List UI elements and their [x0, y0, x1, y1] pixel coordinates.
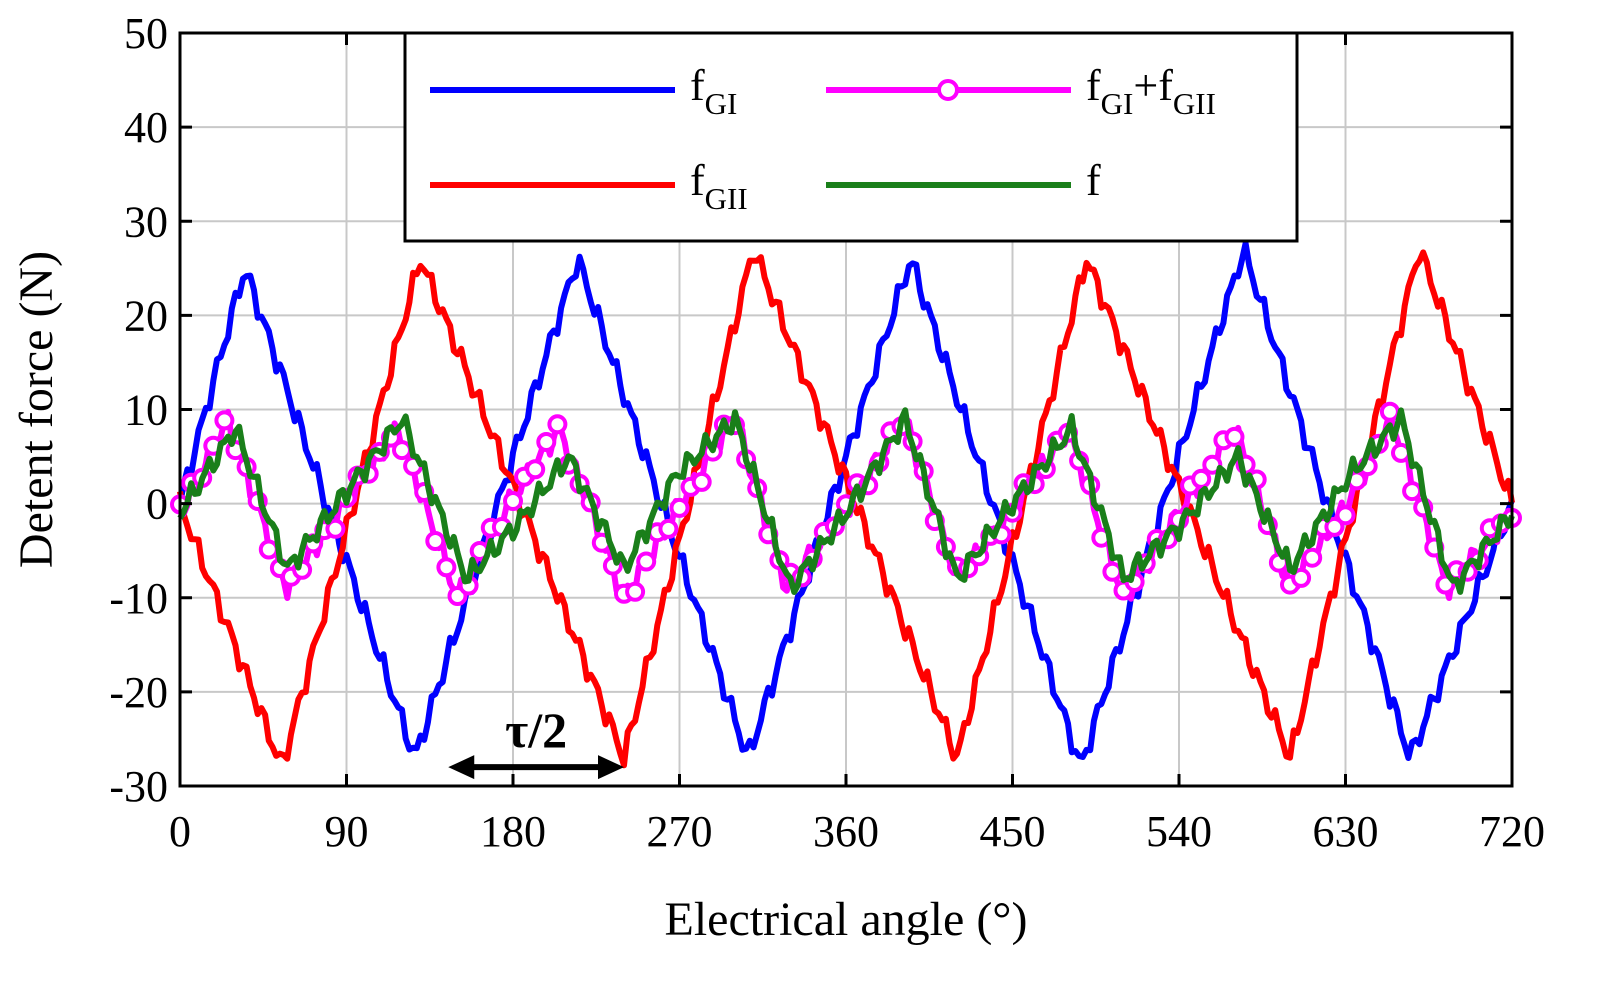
x-tick-label: 180 — [480, 807, 546, 856]
series-line — [177, 249, 1515, 769]
series-line — [177, 407, 1515, 595]
y-tick-label: 10 — [124, 386, 168, 435]
series-marker — [325, 518, 346, 539]
series-marker — [503, 491, 523, 511]
series-line — [177, 240, 1515, 761]
x-tick-label: 630 — [1313, 807, 1379, 856]
x-tick-label: 0 — [169, 807, 191, 856]
series-f — [177, 407, 1515, 595]
series-marker — [214, 410, 235, 431]
series-marker — [1302, 547, 1323, 568]
annotations: τ/2 — [448, 702, 624, 780]
y-axis-label: Detent force (N) — [10, 251, 63, 568]
legend-item-f: f — [826, 156, 1101, 205]
y-tick-label: 0 — [146, 480, 168, 529]
legend-item-fGI: fGI — [430, 61, 737, 121]
series-marker — [1379, 401, 1400, 422]
legend-label: fGI+fGII — [1086, 61, 1216, 121]
series-marker — [425, 531, 446, 551]
legend-label: f — [1086, 156, 1101, 205]
series-fGII — [177, 249, 1515, 769]
series-marker — [669, 497, 690, 518]
series-marker — [1402, 481, 1423, 502]
series-marker — [1291, 567, 1312, 588]
series-marker — [436, 557, 457, 578]
series-marker — [1191, 468, 1212, 489]
legend-label: fGII — [690, 156, 748, 216]
annotation-arrow-head-right — [598, 755, 624, 780]
axis-tick-labels: 0 90 180 270 360 450 540 630 720 -30 -20 -10 0 10 20 30… — [109, 9, 1545, 856]
x-tick-label: 270 — [647, 807, 713, 856]
series-marker — [392, 440, 412, 461]
legend-box — [403, 31, 1299, 243]
series-marker — [625, 581, 646, 602]
series-marker — [658, 518, 679, 539]
x-tick-label: 90 — [325, 807, 369, 856]
series-marker — [691, 471, 712, 492]
annotation-label: τ/2 — [505, 702, 567, 758]
legend-label: fGI — [690, 61, 737, 121]
series-marker — [636, 551, 657, 572]
series-marker — [547, 414, 568, 435]
legend-item-fGII: fGII — [430, 156, 748, 216]
y-tick-label: 30 — [124, 197, 168, 246]
x-tick-label: 450 — [980, 807, 1046, 856]
series-marker — [1335, 505, 1356, 526]
y-tick-label: 50 — [124, 9, 168, 58]
x-tick-label: 540 — [1146, 807, 1212, 856]
series-marker — [1202, 454, 1223, 475]
x-tick-label: 720 — [1479, 807, 1545, 856]
legend: fGI fGI+fGII fGII f — [403, 31, 1299, 243]
y-tick-label: -30 — [109, 762, 168, 811]
series-marker — [536, 432, 557, 452]
series-marker — [1224, 426, 1245, 447]
y-tick-label: 40 — [124, 103, 168, 152]
series-marker — [1324, 516, 1345, 537]
series-marker — [258, 539, 279, 560]
y-tick-label: -20 — [109, 668, 168, 717]
x-axis-label: Electrical angle (°) — [665, 893, 1028, 946]
annotation-half-period: τ/2 — [448, 702, 624, 780]
y-tick-label: -10 — [109, 574, 168, 623]
series-marker — [525, 459, 546, 480]
y-tick-label: 20 — [124, 291, 168, 340]
legend-marker — [937, 79, 959, 101]
x-tick-label: 360 — [813, 807, 879, 856]
series-marker — [1102, 561, 1123, 582]
series-fGI — [177, 240, 1515, 761]
legend-item-fGI+fGII: fGI+fGII — [826, 61, 1216, 121]
series-layer — [170, 240, 1522, 769]
annotation-arrow-head-left — [448, 755, 475, 780]
